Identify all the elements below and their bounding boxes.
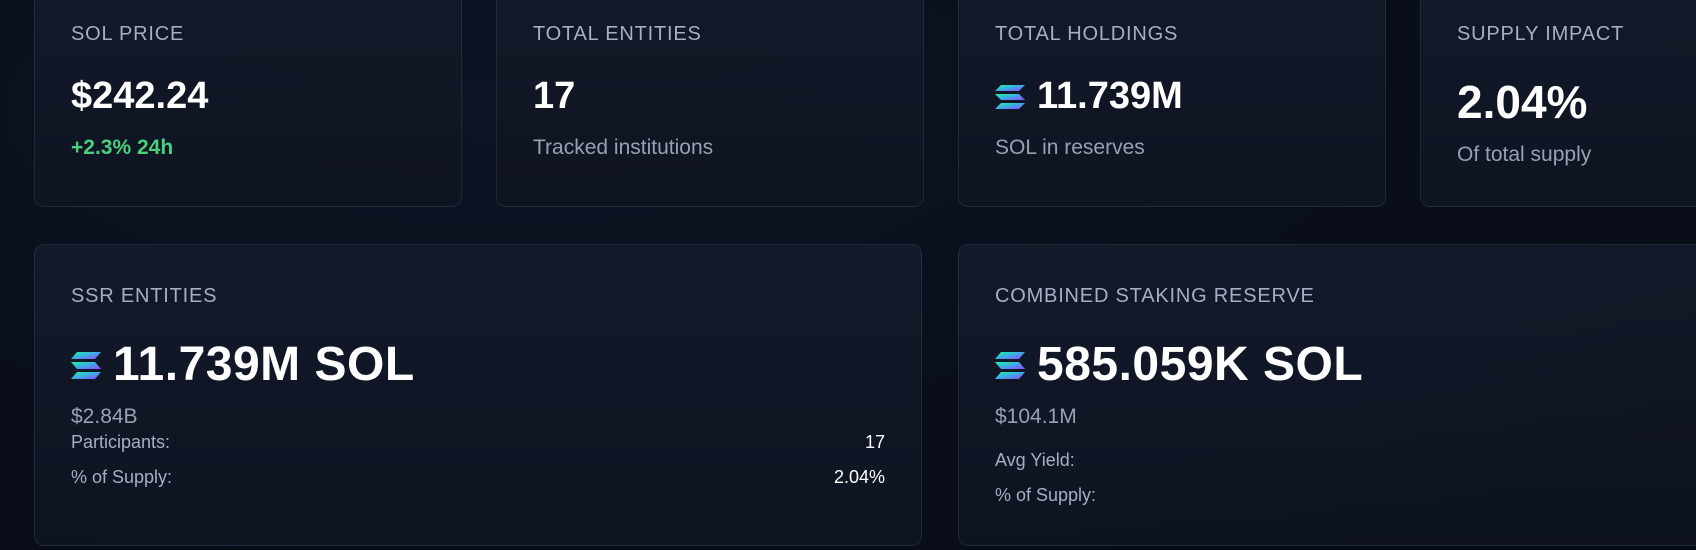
price-change-badge: +2.3% 24h (71, 136, 174, 159)
solana-logo-icon (995, 84, 1025, 110)
solana-logo-icon (995, 351, 1025, 379)
ssr-amount-text: 11.739M SOL (113, 338, 415, 391)
row-value: 17 (864, 432, 885, 452)
staking-row-supply: % of Supply: (995, 485, 1096, 506)
stat-value-text: 2.04% (1457, 76, 1588, 128)
stat-label: TOTAL ENTITIES (533, 23, 702, 45)
stat-label: SOL PRICE (71, 23, 185, 45)
stat-label: TOTAL HOLDINGS (995, 23, 1179, 45)
ssr-row-supply: % of Supply: 2.04% (71, 467, 885, 488)
solana-logo-icon (71, 351, 101, 379)
stat-card-sol-price: SOL PRICE $242.24 +2.3% 24h (34, 0, 462, 207)
stat-value: 2.04% (1457, 75, 1587, 129)
staking-usd-value: $104.1M (995, 405, 1077, 428)
staking-row-avg-yield: Avg Yield: (995, 450, 1075, 471)
stat-value-text: 11.739M (1037, 75, 1183, 117)
staking-title: COMBINED STAKING RESERVE (995, 285, 1315, 307)
stat-subtext: Of total supply (1457, 143, 1592, 166)
stat-subtext: Tracked institutions (533, 136, 714, 159)
staking-amount: 585.059K SOL (995, 337, 1363, 392)
ssr-row-participants: Participants: 17 (71, 432, 885, 453)
stat-subtext: SOL in reserves (995, 136, 1145, 159)
stat-value: 11.739M (995, 75, 1183, 118)
row-value: 2.04% (833, 467, 885, 487)
stat-label: SUPPLY IMPACT (1457, 23, 1625, 45)
stat-value-text: 17 (533, 75, 576, 117)
row-key: Participants: (71, 432, 171, 452)
ssr-usd-value: $2.84B (71, 405, 138, 428)
ssr-amount: 11.739M SOL (71, 337, 415, 392)
staking-amount-text: 585.059K SOL (1037, 338, 1364, 391)
ssr-title: SSR ENTITIES (71, 285, 218, 307)
stat-card-total-holdings: TOTAL HOLDINGS 11.739M SOL in reserves (958, 0, 1386, 207)
stat-value-text: $242.24 (71, 75, 209, 117)
stat-card-total-entities: TOTAL ENTITIES 17 Tracked institutions (496, 0, 924, 207)
combined-staking-reserve-card: COMBINED STAKING RESERVE 585.059K SOL $1… (958, 244, 1696, 546)
stat-value: 17 (533, 75, 575, 118)
stat-card-supply-impact: SUPPLY IMPACT 2.04% Of total supply (1420, 0, 1696, 207)
row-key: % of Supply: (995, 485, 1097, 505)
stat-value: $242.24 (71, 75, 208, 118)
row-key: % of Supply: (71, 467, 173, 487)
ssr-entities-card: SSR ENTITIES 11.739M SOL $2.84B Particip… (34, 244, 922, 546)
row-key: Avg Yield: (995, 450, 1075, 470)
